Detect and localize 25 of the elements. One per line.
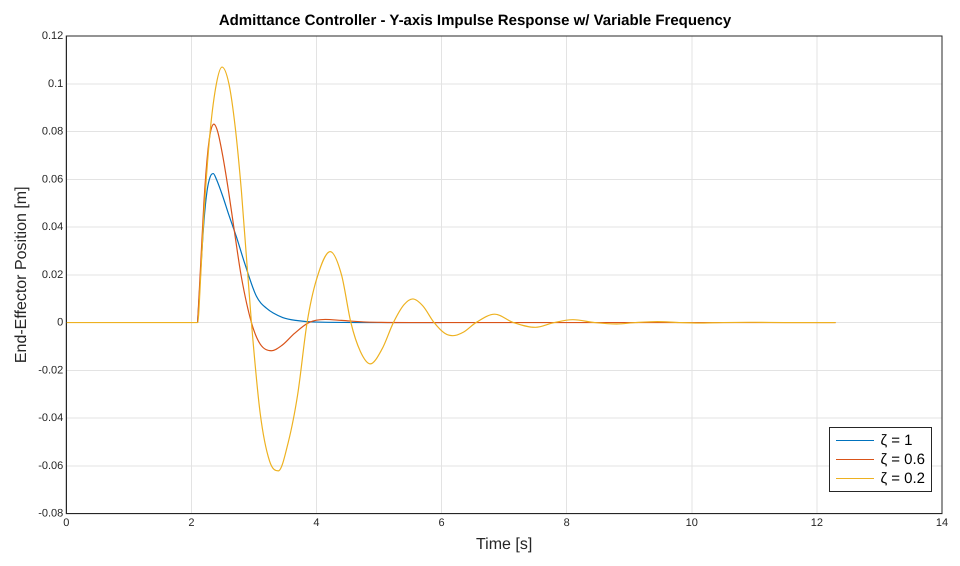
- x-axis-title: Time [s]: [476, 536, 532, 553]
- y-tick-label: -0.04: [38, 412, 64, 424]
- x-tick-label: 12: [810, 517, 824, 530]
- line-series: [66, 66, 836, 472]
- legend-label: ζ = 0.6: [880, 450, 925, 469]
- y-tick-label: 0.08: [42, 126, 64, 138]
- x-tick-label: 2: [188, 517, 194, 530]
- chart-title: Admittance Controller - Y-axis Impulse Response w/ Variable Frequency: [218, 12, 732, 30]
- y-tick-label: 0: [57, 316, 64, 329]
- x-tick-label: 8: [564, 517, 570, 530]
- x-tick-label: 14: [936, 517, 948, 530]
- y-tick-label: 0.06: [42, 173, 64, 186]
- y-tick-label: -0.06: [38, 460, 64, 472]
- y-tick-label: 0.02: [42, 268, 64, 281]
- y-tick-label: 0.04: [42, 221, 64, 234]
- x-tick-label: 10: [686, 517, 698, 530]
- legend-label: ζ = 0.2: [880, 469, 925, 488]
- y-axis-title: End-Effector Position [m]: [13, 186, 30, 364]
- y-tick-label: 0.12: [42, 30, 64, 42]
- x-tick-label: 6: [438, 517, 445, 530]
- legend-label: ζ = 1: [880, 431, 912, 450]
- y-tick-label: -0.02: [38, 364, 64, 376]
- y-tick-label: 0.1: [48, 78, 64, 90]
- y-tick-label: -0.08: [38, 508, 64, 520]
- x-tick-label: 4: [313, 517, 320, 530]
